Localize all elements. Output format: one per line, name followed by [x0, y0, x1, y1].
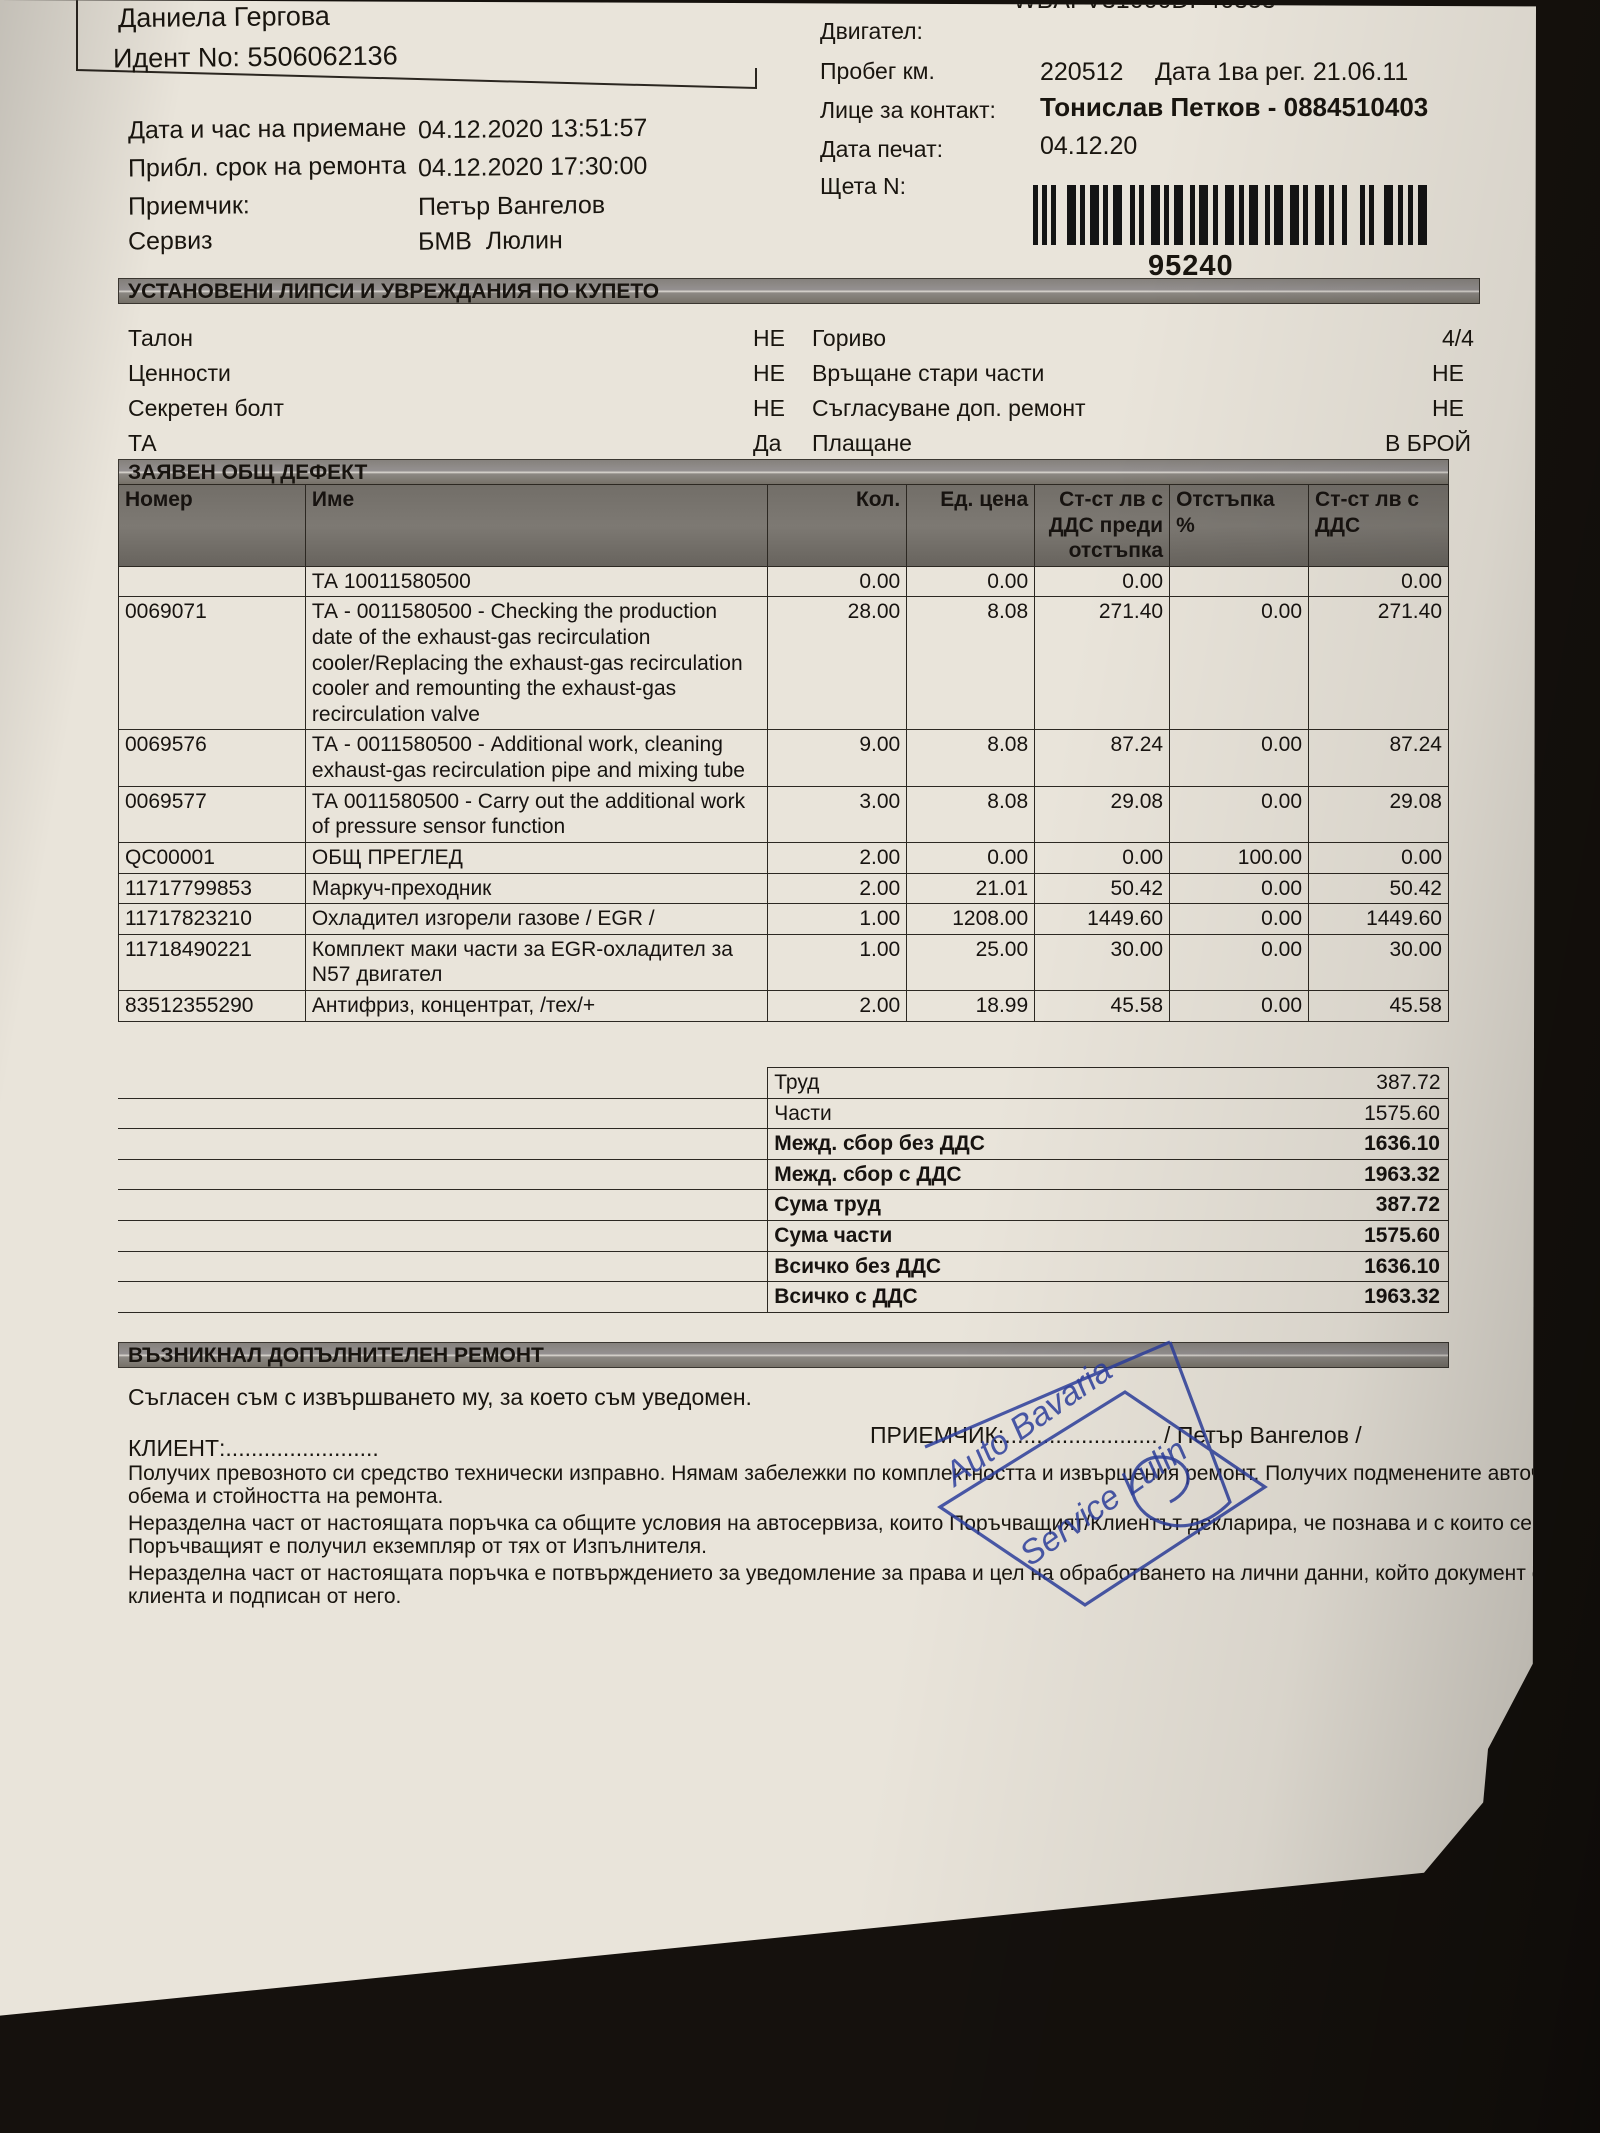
svg-text:Auto Bavaria: Auto Bavaria: [936, 1351, 1119, 1495]
